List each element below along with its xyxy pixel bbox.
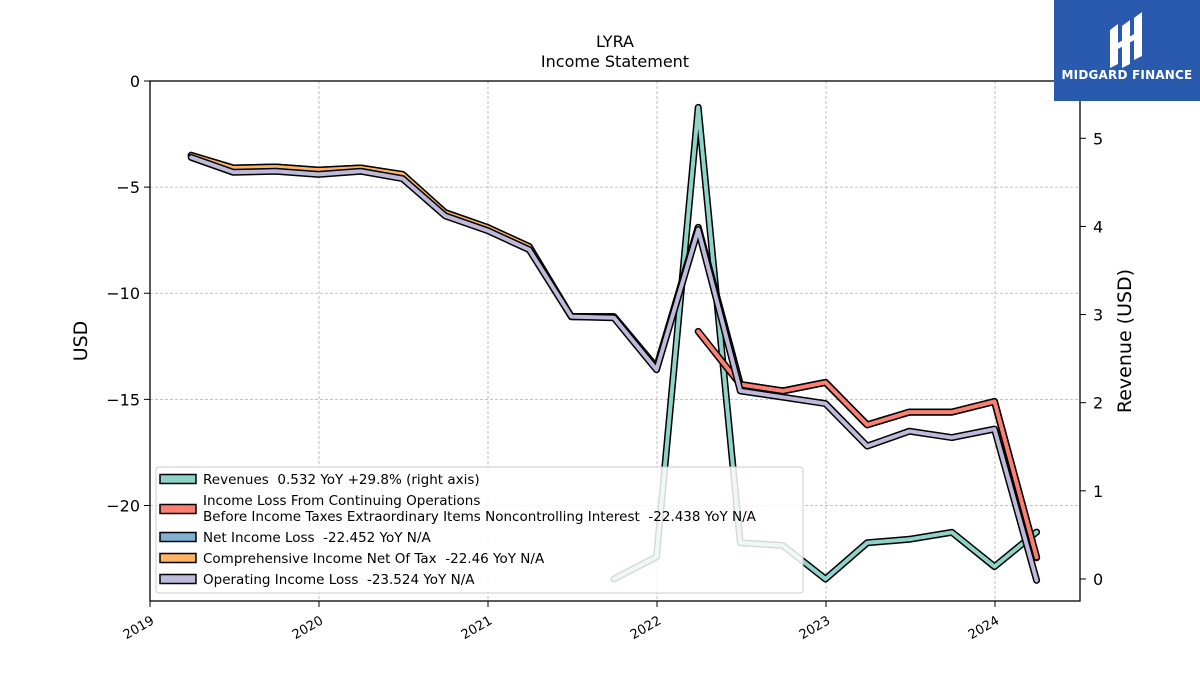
y-tick-label: −10 xyxy=(106,284,140,303)
y-tick-label: −5 xyxy=(116,178,140,197)
y-axis-right-label: Revenue (USD) xyxy=(1114,269,1136,413)
chart-title: LYRA xyxy=(596,32,634,51)
legend-label: Operating Income Loss -23.524 YoY N/A xyxy=(203,572,475,588)
legend-label: Comprehensive Income Net Of Tax -22.46 Y… xyxy=(203,551,545,567)
legend-swatch xyxy=(159,503,197,515)
x-tick-label: 2023 xyxy=(797,613,833,643)
y-right-tick-label: 0 xyxy=(1093,570,1103,589)
plot-frame xyxy=(149,80,1081,602)
chart-subtitle: Income Statement xyxy=(541,52,689,71)
x-tick-label: 2019 xyxy=(121,613,157,643)
brand-name: MIDGARD FINANCE xyxy=(1061,68,1193,82)
legend: Revenues 0.532 YoY +29.8% (right axis) In… xyxy=(155,466,804,594)
series-layer xyxy=(187,103,1041,584)
legend-item-net-income-loss: Net Income Loss -22.452 YoY N/A xyxy=(159,530,431,546)
y-right-tick-label: 3 xyxy=(1093,306,1103,325)
y-axis-label: USD xyxy=(70,321,92,362)
legend-swatch xyxy=(159,573,197,585)
y-tick-label: −20 xyxy=(106,496,140,515)
y-right-tick-label: 2 xyxy=(1093,394,1103,413)
legend-label: Income Loss From Continuing Operations xyxy=(203,493,480,509)
y-right-tick-label: 5 xyxy=(1093,129,1103,148)
x-tick-label: 2022 xyxy=(628,613,664,643)
series-operating-income-loss-line xyxy=(187,153,1041,584)
legend-item-revenues: Revenues 0.532 YoY +29.8% (right axis) xyxy=(159,472,480,488)
series-revenues-line xyxy=(610,103,1041,583)
legend-label: Before Income Taxes Extraordinary Items … xyxy=(203,509,757,525)
legend-swatch xyxy=(159,552,197,564)
legend-swatch xyxy=(159,473,197,485)
x-tick-label: 2024 xyxy=(966,613,1002,643)
legend-box xyxy=(155,466,804,594)
y-right-tick-label: 1 xyxy=(1093,482,1103,501)
legend-label: Net Income Loss -22.452 YoY N/A xyxy=(203,530,431,546)
series-income-loss-continuing-line xyxy=(694,327,1041,561)
legend-item-operating-income-loss: Operating Income Loss -23.524 YoY N/A xyxy=(159,572,475,588)
midgard-logo-icon xyxy=(1110,12,1142,68)
y-tick-label: 0 xyxy=(130,72,140,91)
x-tick-label: 2020 xyxy=(290,613,326,643)
legend-label: Revenues 0.532 YoY +29.8% (right axis) xyxy=(203,472,480,488)
x-tick-label: 2021 xyxy=(459,613,495,643)
legend-item-comprehensive-income: Comprehensive Income Net Of Tax -22.46 Y… xyxy=(159,551,545,567)
y-right-tick-label: 4 xyxy=(1093,217,1103,236)
brand-logo: MIDGARD FINANCE xyxy=(1054,0,1200,101)
legend-item-income-loss-continuing: Income Loss From Continuing OperationsBe… xyxy=(159,493,757,525)
y-tick-label: −15 xyxy=(106,390,140,409)
legend-swatch xyxy=(159,531,197,543)
